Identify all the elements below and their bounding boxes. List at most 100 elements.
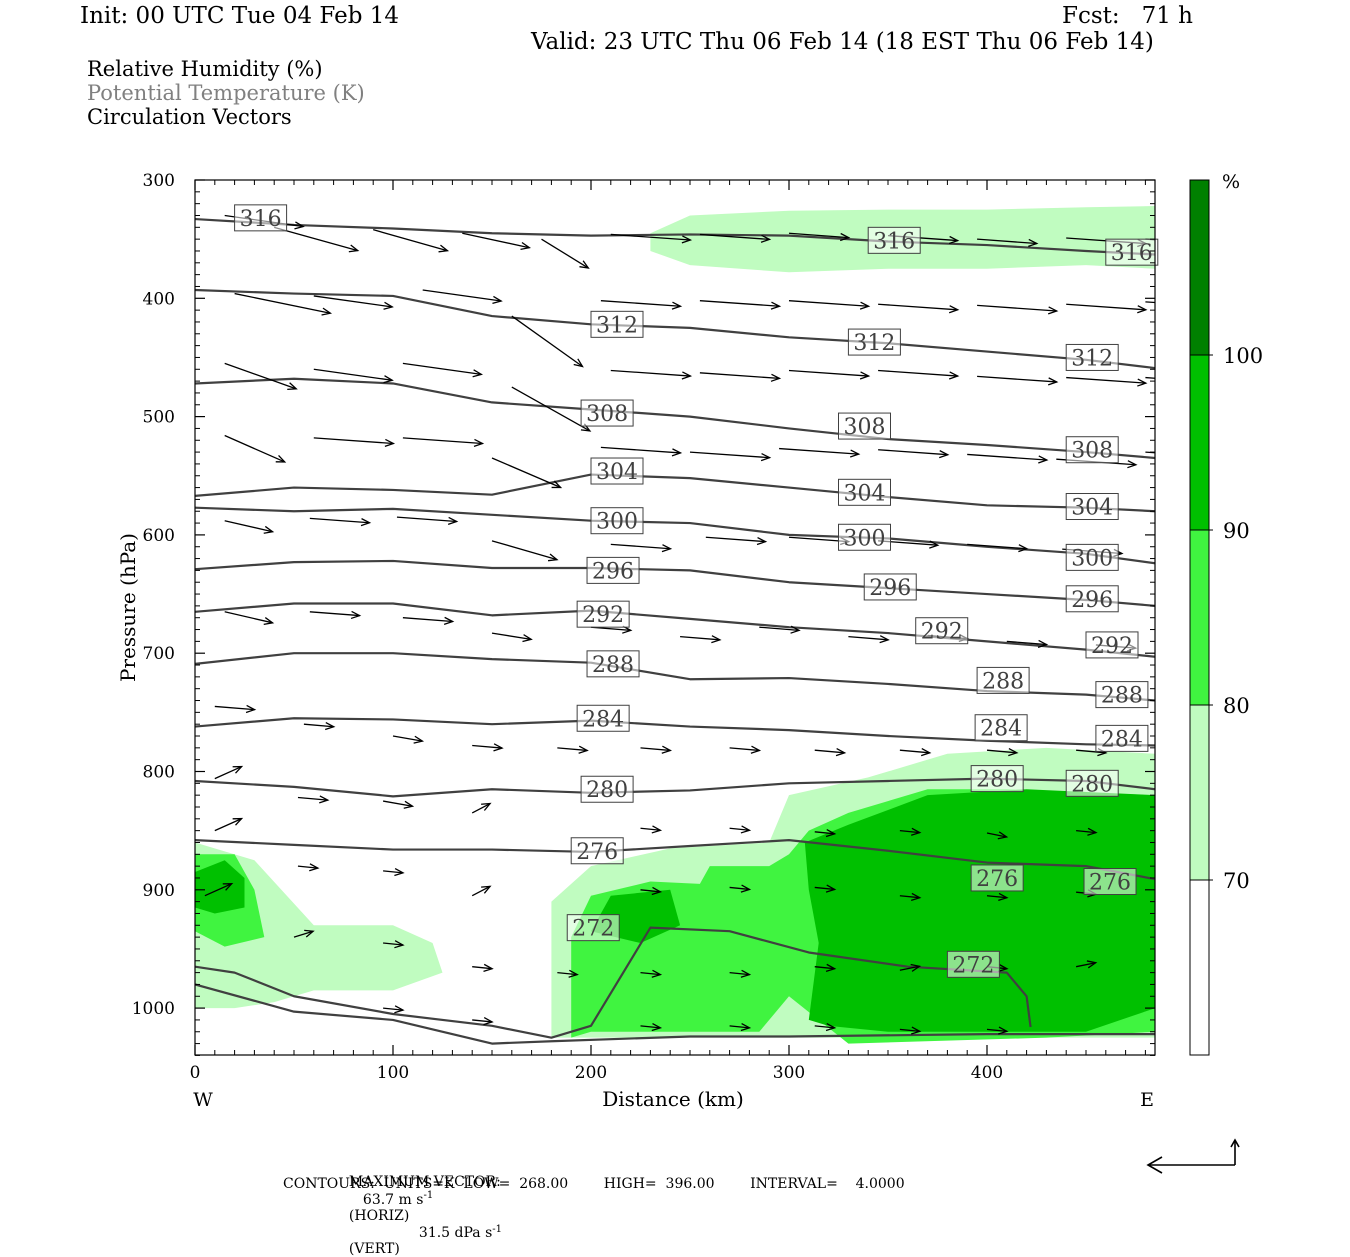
vector-arrow [640,969,663,978]
svg-text:292: 292 [921,620,963,645]
vector-arrow [848,635,890,644]
y-tick-label: 700 [143,644,175,664]
svg-text:312: 312 [1071,346,1113,371]
vector-arrow [293,929,315,938]
vector-arrow [986,892,1009,901]
contour-label-292: 292 [576,600,630,628]
svg-text:316: 316 [240,207,282,232]
vector-arrow [214,765,244,780]
vector-arrow [600,446,683,457]
vector-arrow [392,735,425,744]
vector-arrow [610,543,673,553]
contour-label-304: 304 [838,478,891,506]
svg-text:272: 272 [952,953,994,978]
svg-text:288: 288 [1101,684,1143,709]
vector-arrow [557,969,579,978]
vector-arrow [541,238,590,269]
contour-label-288: 288 [1095,681,1149,709]
vector-arrow [699,233,772,243]
vector-arrow [814,1022,837,1032]
svg-text:280: 280 [586,778,628,803]
vector-arrow [977,304,1059,315]
vector-arrow [610,369,693,380]
svg-text:308: 308 [1071,439,1113,464]
vector-arrow [814,748,847,757]
vector-arrow [1066,303,1148,314]
vector-arrow [1145,301,1155,304]
contour-label-284: 284 [576,704,630,732]
vector-arrow [610,233,693,244]
vector-arrow [491,457,563,489]
vector-arrow [640,886,663,896]
vector-arrow [1066,376,1148,387]
colorbar-level-label: 80 [1223,694,1250,718]
vector-arrow [899,963,922,972]
theta-contour-316 [195,217,1155,256]
theta-contour-284 [195,717,1155,747]
vector-arrow [759,625,801,634]
vector-arrow [729,969,752,978]
y-tick-label: 400 [143,289,175,309]
contour-labels: 316 316 316 312 312 312 308 308 308 304 304 304 300 3… [234,204,1159,978]
vector-arrow [1155,749,1185,756]
vector-arrow [313,295,394,310]
contour-label-276: 276 [1083,868,1137,896]
contour-label-292: 292 [915,617,969,645]
vector-arrow [224,434,287,463]
vector-arrow [1006,639,1049,649]
rh-region-90-7 [804,789,1155,1032]
contour-label-312: 312 [847,328,901,356]
vector-arrow [699,372,782,382]
contour-label-280: 280 [1065,769,1119,797]
svg-text:308: 308 [844,415,886,440]
vector-arrow [1075,960,1098,969]
init-time: Init: 00 UTC Tue 04 Feb 14 [80,3,400,29]
colorbar-level-label: 100 [1223,344,1263,368]
vector-arrow [986,1026,1009,1035]
svg-text:284: 284 [1101,727,1143,752]
x-tick-label: 400 [971,1063,1003,1083]
valid-time: Valid: 23 UTC Thu 06 Feb 14 (18 EST Thu … [531,29,1154,55]
svg-text:296: 296 [869,576,911,601]
vector-arrow [214,704,257,714]
y-tick-label: 300 [143,171,175,191]
svg-text:284: 284 [980,717,1022,742]
vector-arrow [491,540,559,562]
svg-text:300: 300 [1071,546,1113,571]
vector-arrow [729,1022,752,1032]
svg-text:316: 316 [873,229,915,254]
contour-label-300: 300 [1065,543,1119,571]
colorbar-level-label: 90 [1223,519,1250,543]
east-label: E [1140,1089,1154,1111]
theta-contours [195,217,1155,1045]
vector-arrow [878,449,950,459]
x-tick-label: 100 [377,1063,409,1083]
vector-arrow [1145,451,1155,454]
circulation-vectors [204,214,1185,1035]
colorbar-level-label: 70 [1223,869,1250,893]
vector-arrow [214,817,244,832]
y-tick-label: 500 [143,408,175,428]
vector-arrow [472,963,494,972]
contour-label-284: 284 [974,714,1028,742]
svg-text:304: 304 [1071,496,1113,521]
svg-text:276: 276 [1089,871,1131,896]
vector-arrow [382,800,415,809]
vector-arrow [640,825,663,834]
contour-label-308: 308 [1065,436,1119,464]
svg-text:312: 312 [853,331,895,356]
svg-text:296: 296 [592,559,634,584]
svg-text:300: 300 [596,510,638,535]
vector-arrow [303,721,336,731]
vector-arrow [967,453,1049,464]
contour-label-316: 316 [1105,238,1159,266]
vector-arrow [899,748,932,757]
vector-arrow [383,1005,405,1014]
vector-arrow [309,517,372,527]
colorbar-swatch [1190,530,1209,705]
svg-text:312: 312 [596,313,638,338]
svg-text:284: 284 [582,707,624,732]
contour-label-292: 292 [1085,631,1139,659]
svg-text:308: 308 [586,402,628,427]
vector-arrow [729,884,752,893]
